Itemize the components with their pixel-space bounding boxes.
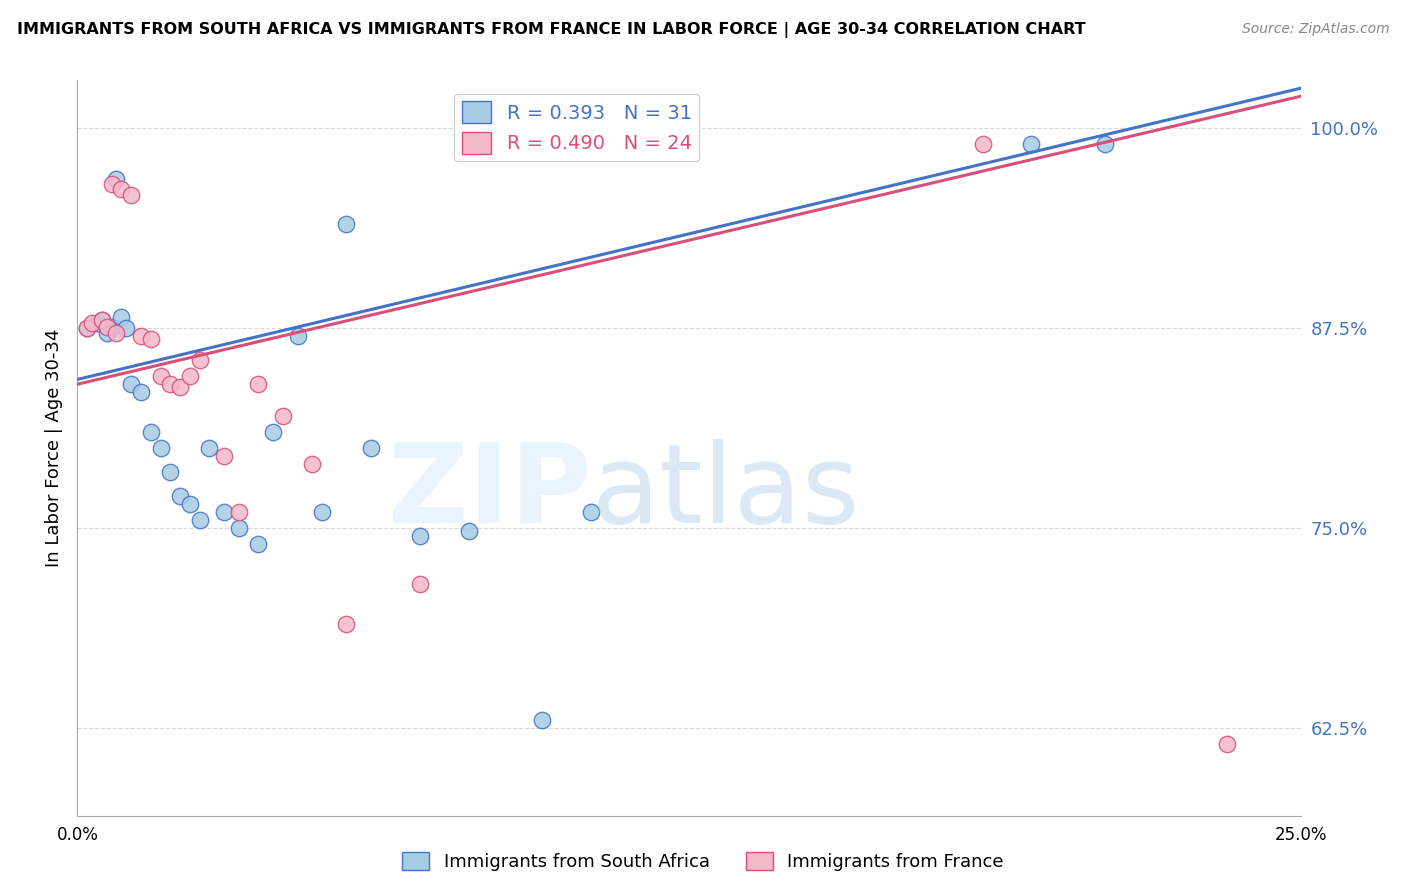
Point xyxy=(149,441,172,455)
Point xyxy=(531,713,554,727)
Text: ZIP: ZIP xyxy=(388,439,591,546)
Point xyxy=(247,377,270,392)
Point xyxy=(90,313,112,327)
Point xyxy=(105,172,128,186)
Point xyxy=(301,457,323,471)
Point xyxy=(80,317,103,331)
Point xyxy=(1094,137,1116,152)
Point xyxy=(228,521,250,535)
Point xyxy=(76,321,98,335)
Point xyxy=(972,137,994,152)
Text: Source: ZipAtlas.com: Source: ZipAtlas.com xyxy=(1241,22,1389,37)
Point xyxy=(228,505,250,519)
Point xyxy=(100,178,122,192)
Point xyxy=(96,319,118,334)
Point xyxy=(149,369,172,384)
Point xyxy=(100,319,122,334)
Point xyxy=(311,505,333,519)
Point xyxy=(247,537,270,551)
Legend: Immigrants from South Africa, Immigrants from France: Immigrants from South Africa, Immigrants… xyxy=(395,845,1011,879)
Point xyxy=(335,617,357,632)
Point xyxy=(139,425,162,440)
Point xyxy=(457,524,479,539)
Text: IMMIGRANTS FROM SOUTH AFRICA VS IMMIGRANTS FROM FRANCE IN LABOR FORCE | AGE 30-3: IMMIGRANTS FROM SOUTH AFRICA VS IMMIGRAN… xyxy=(17,22,1085,38)
Point xyxy=(409,529,432,543)
Point xyxy=(105,326,128,340)
Point xyxy=(115,321,138,335)
Point xyxy=(1216,737,1239,751)
Point xyxy=(169,380,191,394)
Legend: R = 0.393   N = 31, R = 0.490   N = 24: R = 0.393 N = 31, R = 0.490 N = 24 xyxy=(454,94,699,161)
Point xyxy=(579,505,602,519)
Point xyxy=(120,377,142,392)
Text: atlas: atlas xyxy=(591,439,859,546)
Point xyxy=(96,326,118,340)
Point xyxy=(90,313,112,327)
Point xyxy=(360,441,382,455)
Point xyxy=(262,425,284,440)
Point xyxy=(159,465,181,479)
Point xyxy=(1021,137,1043,152)
Point xyxy=(188,513,211,527)
Point xyxy=(287,329,309,343)
Point xyxy=(212,449,235,463)
Point xyxy=(76,321,98,335)
Point xyxy=(179,497,201,511)
Point xyxy=(110,182,132,196)
Point xyxy=(188,353,211,368)
Point xyxy=(120,188,142,202)
Point xyxy=(409,577,432,591)
Point xyxy=(110,310,132,324)
Point xyxy=(335,217,357,231)
Point xyxy=(159,377,181,392)
Point xyxy=(139,333,162,347)
Point xyxy=(86,317,108,331)
Point xyxy=(271,409,294,424)
Point xyxy=(169,489,191,503)
Point xyxy=(179,369,201,384)
Point xyxy=(129,385,152,400)
Point xyxy=(198,441,221,455)
Y-axis label: In Labor Force | Age 30-34: In Labor Force | Age 30-34 xyxy=(45,329,63,567)
Point xyxy=(129,329,152,343)
Point xyxy=(212,505,235,519)
